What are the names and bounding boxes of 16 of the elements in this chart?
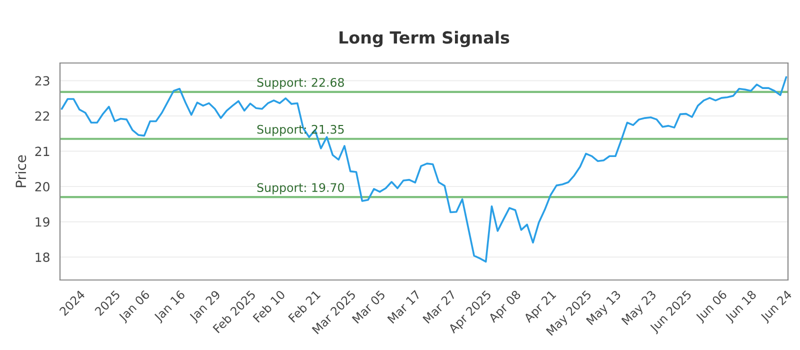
x-tick-label: Jan 16 [153, 290, 188, 324]
y-tick-label: 19 [36, 217, 50, 227]
x-tick-label: Feb 21 [288, 290, 321, 323]
y-tick-label: 20 [35, 182, 50, 192]
ref-line-label: Support: 19.70 [257, 183, 344, 194]
ref-line-label: Support: 22.68 [257, 78, 344, 90]
y-tick-label: 23 [35, 76, 50, 86]
y-tick-label: 22 [35, 111, 50, 121]
x-tick-label: Mar 27 [422, 290, 456, 324]
y-axis-title: Price [15, 155, 26, 188]
x-tick-label: Mar 17 [387, 290, 421, 324]
chart-title: Long Term Signals [340, 30, 510, 48]
line-series [60, 76, 788, 263]
x-tick-label: Jun 24 [760, 290, 794, 324]
y-tick-label: 18 [36, 252, 50, 262]
y-tick-label: 21 [35, 146, 50, 156]
